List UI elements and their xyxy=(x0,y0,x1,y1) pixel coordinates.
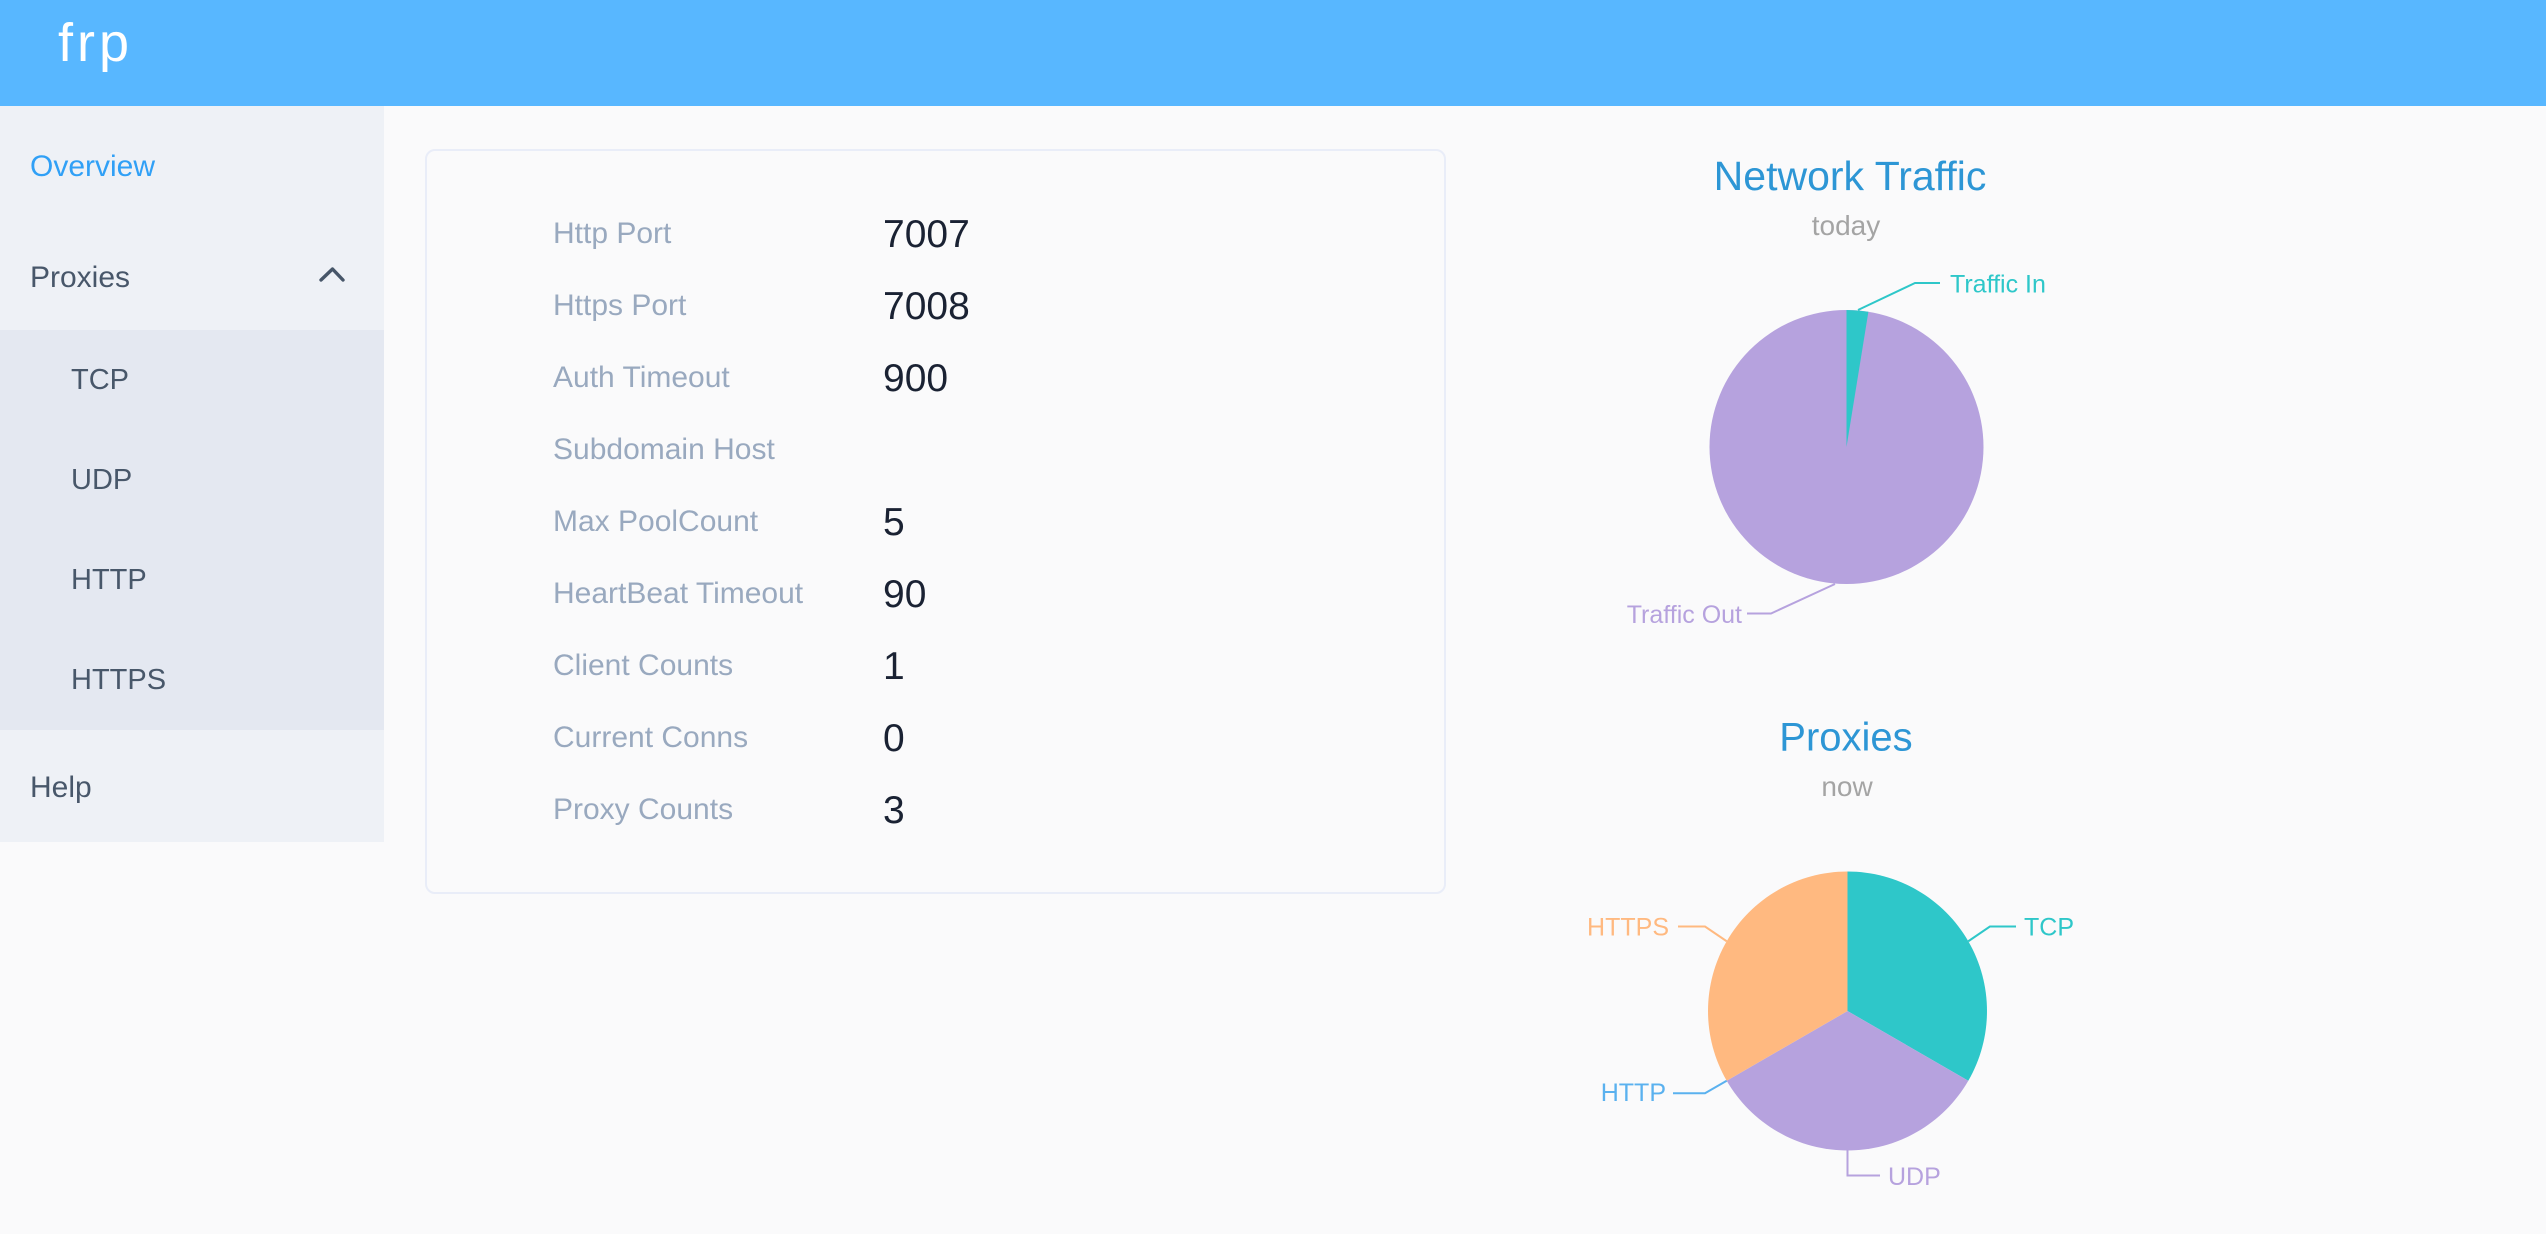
svg-text:HTTPS: HTTPS xyxy=(1587,914,1669,942)
svg-text:now: now xyxy=(1821,771,1873,802)
svg-text:Traffic In: Traffic In xyxy=(1950,271,2046,299)
svg-text:Traffic Out: Traffic Out xyxy=(1627,601,1742,629)
svg-text:HTTP: HTTP xyxy=(1601,1079,1666,1107)
svg-text:Network Traffic: Network Traffic xyxy=(1714,153,1987,199)
svg-text:today: today xyxy=(1812,210,1881,241)
svg-text:Proxies: Proxies xyxy=(1779,716,1912,760)
svg-text:TCP: TCP xyxy=(2024,914,2074,942)
svg-text:UDP: UDP xyxy=(1888,1163,1941,1191)
